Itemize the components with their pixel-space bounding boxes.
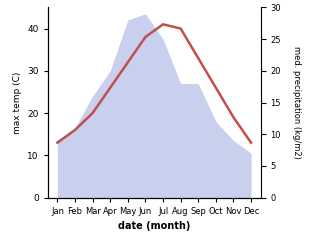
Y-axis label: max temp (C): max temp (C): [13, 71, 22, 134]
X-axis label: date (month): date (month): [118, 221, 190, 231]
Y-axis label: med. precipitation (kg/m2): med. precipitation (kg/m2): [292, 46, 301, 159]
